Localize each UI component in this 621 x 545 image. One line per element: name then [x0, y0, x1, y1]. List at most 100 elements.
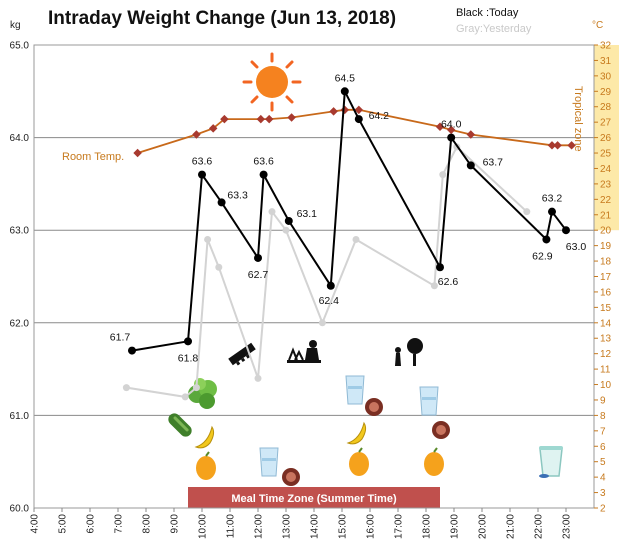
data-point — [436, 263, 444, 272]
data-label-layer: 61.7 61.8 63.6 63.3 62.7 63.6 63.1 62.4 64.5 64.2… — [110, 72, 587, 364]
x-tick-label: 4:00 — [30, 514, 41, 534]
data-point — [446, 125, 456, 135]
left-tick-label: 62.0 — [10, 318, 30, 329]
right-axis-unit: °C — [592, 20, 603, 31]
data-label: 63.6 — [192, 156, 213, 168]
right-tick-label: 19 — [600, 241, 612, 252]
data-label: 64.2 — [369, 110, 390, 122]
data-point — [215, 263, 223, 271]
data-point — [284, 216, 293, 225]
orange-icon — [424, 447, 444, 476]
x-tick-label: 18:00 — [422, 514, 433, 539]
data-label: 62.7 — [248, 269, 269, 281]
series-line — [137, 108, 572, 154]
data-point — [562, 226, 570, 235]
right-tick-label: 16 — [600, 287, 612, 298]
right-tick-label: 14 — [600, 318, 612, 329]
data-point — [435, 122, 445, 132]
right-tick-label: 15 — [600, 303, 612, 314]
data-point — [268, 208, 276, 216]
right-tick-label: 3 — [600, 488, 606, 499]
right-tick-label: 25 — [600, 149, 612, 160]
data-point — [204, 235, 212, 243]
data-point — [326, 281, 335, 290]
left-tick-label: 65.0 — [10, 41, 30, 52]
right-tick-label: 6 — [600, 442, 606, 453]
banana-icon — [194, 425, 215, 449]
x-tick-label: 13:00 — [282, 514, 293, 539]
x-axis-ticks: 4:00 5:00 6:00 7:00 8:00 9:00 10:00 11:00 12:00 1… — [30, 508, 573, 539]
right-tick-label: 9 — [600, 395, 606, 406]
right-tick-label: 20 — [600, 226, 612, 237]
data-label: 62.9 — [532, 250, 553, 262]
data-point — [329, 107, 338, 116]
orange-icon — [196, 451, 216, 480]
data-label: 63.3 — [227, 189, 248, 201]
gardening-icon — [287, 340, 321, 363]
data-label: 63.6 — [253, 156, 274, 168]
water-glass-icon — [345, 375, 365, 405]
data-point — [340, 87, 349, 96]
right-tick-label: 24 — [600, 164, 612, 175]
data-point — [282, 226, 290, 234]
left-tick-label: 64.0 — [10, 133, 30, 144]
right-axis-ticks: 2345678910111213141516171819202122232425… — [594, 41, 612, 515]
legend-yesterday: Gray:Yesterday — [456, 23, 532, 35]
sausage-icon — [432, 421, 450, 439]
data-label: 63.2 — [542, 193, 563, 205]
x-tick-label: 8:00 — [142, 514, 153, 534]
meal-time-zone-bar — [188, 487, 440, 508]
series-line — [126, 145, 528, 398]
tropical-zone-label: Tropical zone — [572, 86, 584, 152]
right-tick-label: 12 — [600, 349, 612, 360]
left-tick-label: 61.0 — [10, 411, 30, 422]
data-point — [217, 198, 226, 207]
sun-icon — [242, 52, 302, 112]
yogurt-cup-icon — [539, 446, 563, 478]
right-tick-label: 23 — [600, 179, 612, 190]
data-point — [192, 130, 201, 139]
left-axis-unit: kg — [10, 20, 21, 31]
x-tick-label: 15:00 — [338, 514, 349, 539]
orange-icon — [349, 447, 369, 476]
lettuce-icon — [188, 378, 217, 409]
data-label: 64.0 — [441, 119, 462, 131]
data-label: 63.1 — [297, 208, 318, 220]
banana-icon — [346, 421, 367, 445]
chart-title: Intraday Weight Change (Jun 13, 2018) — [48, 8, 396, 29]
data-point — [354, 115, 363, 124]
right-tick-label: 32 — [600, 41, 612, 52]
data-point — [264, 114, 274, 124]
left-tick-label: 60.0 — [10, 504, 30, 515]
right-tick-label: 22 — [600, 195, 612, 206]
tree-trimming-icon — [395, 338, 423, 366]
data-point — [523, 208, 531, 216]
data-point — [354, 105, 364, 115]
right-tick-label: 11 — [600, 365, 611, 376]
x-tick-label: 5:00 — [58, 514, 69, 534]
right-tick-label: 28 — [600, 102, 612, 113]
series-line — [131, 87, 567, 352]
data-point — [256, 114, 266, 124]
x-tick-label: 19:00 — [450, 514, 461, 539]
right-tick-label: 18 — [600, 257, 612, 268]
sausage-icon — [282, 468, 300, 486]
water-glass-icon — [419, 386, 439, 416]
right-tick-label: 17 — [600, 272, 612, 283]
right-tick-label: 4 — [600, 473, 606, 484]
data-point — [133, 148, 142, 158]
data-point — [430, 282, 438, 290]
x-tick-label: 10:00 — [198, 514, 209, 539]
saw-icon — [228, 342, 256, 366]
series-layer — [122, 87, 576, 401]
x-tick-label: 20:00 — [478, 514, 489, 539]
tropical-zone-band — [594, 45, 619, 231]
data-label: 62.4 — [319, 295, 340, 307]
data-point — [340, 105, 350, 115]
x-tick-label: 7:00 — [114, 514, 125, 534]
data-point — [287, 113, 296, 122]
data-label: 64.5 — [335, 72, 356, 84]
icons-layer — [168, 52, 563, 486]
data-label: 63.0 — [566, 241, 587, 253]
water-glass-icon — [259, 447, 279, 477]
